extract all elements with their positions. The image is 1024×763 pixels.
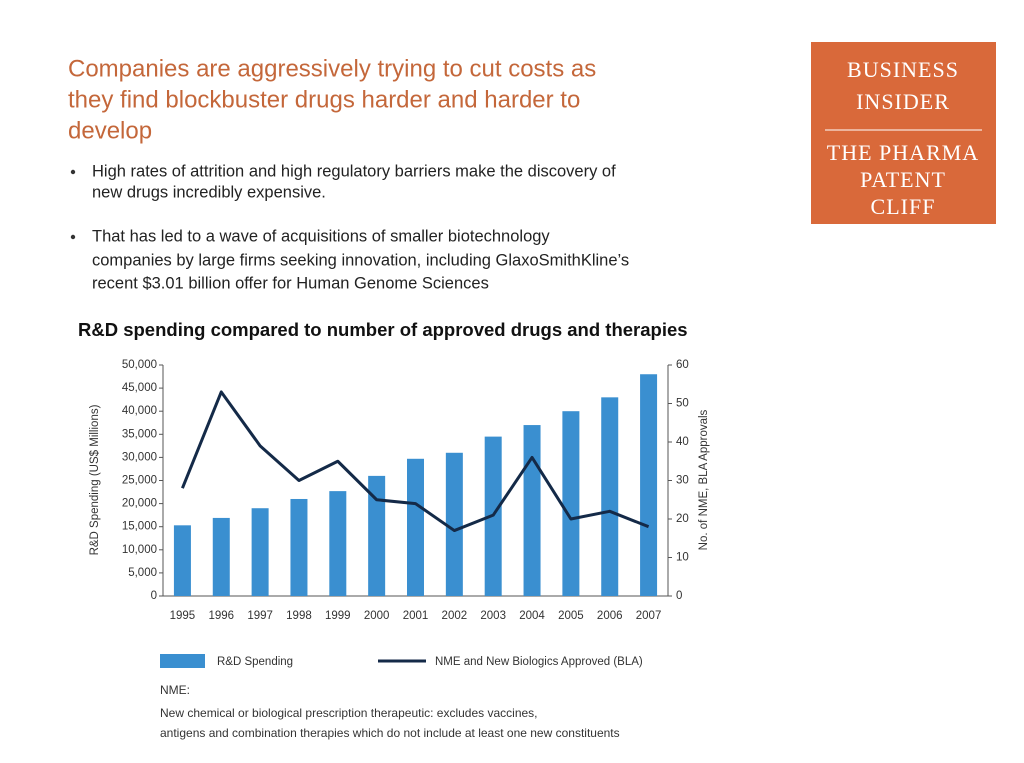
footnote: New chemical or biological prescription … — [160, 706, 538, 720]
bar — [368, 475, 386, 596]
bar — [407, 458, 424, 596]
y2-tick-label: 10 — [676, 552, 689, 564]
logo-text: PATENT — [860, 167, 946, 192]
bar — [251, 508, 269, 596]
x-tick-label: 2000 — [364, 610, 390, 622]
y2-tick-label: 30 — [676, 475, 689, 487]
bullet-text: That has led to a wave of acquisitions o… — [92, 227, 550, 245]
y2-tick-label: 0 — [676, 590, 682, 602]
y-tick-label: 35,000 — [122, 428, 157, 440]
x-tick-label: 1999 — [325, 610, 351, 622]
x-tick-label: 1997 — [247, 610, 273, 622]
x-tick-label: 1998 — [286, 610, 312, 622]
x-tick-label: 2004 — [519, 610, 545, 622]
bar — [329, 491, 347, 596]
bar — [212, 517, 230, 596]
x-tick-label: 2007 — [636, 610, 662, 622]
bar — [640, 374, 658, 596]
x-tick-label: 2001 — [403, 610, 429, 622]
line — [181, 390, 650, 533]
chart-title: R&D spending compared to number of appro… — [78, 319, 688, 340]
y2-tick-label: 40 — [676, 436, 689, 448]
bullet-text: companies by large firms seeking innovat… — [92, 251, 629, 269]
legend-label: R&D Spending — [217, 656, 293, 668]
y-tick-label: 45,000 — [122, 382, 157, 394]
footnote: NME: — [160, 683, 190, 697]
slide-title: they find blockbuster drugs harder and h… — [68, 86, 580, 113]
y-tick-label: 20,000 — [122, 498, 157, 510]
x-tick-label: 1996 — [208, 610, 234, 622]
bullet-dot — [70, 234, 76, 240]
y2-tick-label: 50 — [676, 398, 689, 410]
x-tick-label: 2002 — [442, 610, 468, 622]
logo-text: BUSINESS — [847, 57, 959, 82]
logo-text: INSIDER — [856, 89, 950, 114]
bar — [173, 525, 191, 596]
y2-axis-label: No. of NME, BLA Approvals — [698, 409, 710, 550]
y-axis-label: R&D Spending (US$ Millions) — [89, 404, 101, 555]
legend-swatch — [160, 654, 205, 668]
bar — [562, 411, 580, 596]
y2-tick-label: 20 — [676, 513, 689, 525]
x-tick-label: 2005 — [558, 610, 584, 622]
y-tick-label: 0 — [151, 590, 157, 602]
slide-title: Companies are aggressively trying to cut… — [68, 55, 596, 82]
bar — [445, 452, 463, 596]
y-tick-label: 30,000 — [122, 451, 157, 463]
bullet-dot — [70, 169, 76, 175]
y-tick-label: 50,000 — [122, 359, 157, 371]
y-tick-label: 25,000 — [122, 475, 157, 487]
bullet-text: recent $3.01 billion offer for Human Gen… — [92, 274, 489, 292]
logo-box — [811, 42, 996, 224]
bar — [523, 425, 541, 596]
bar — [290, 498, 308, 596]
y-tick-label: 40,000 — [122, 405, 157, 417]
bullet-text: new drugs incredibly expensive. — [92, 183, 326, 201]
x-tick-label: 1995 — [170, 610, 196, 622]
logo-text: THE PHARMA — [827, 140, 979, 165]
footnote: antigens and combination therapies which… — [160, 726, 620, 740]
legend-label: NME and New Biologics Approved (BLA) — [435, 656, 643, 668]
bullet-text: High rates of attrition and high regulat… — [92, 162, 616, 180]
slide-title: develop — [68, 117, 152, 144]
x-tick-label: 2003 — [480, 610, 506, 622]
logo-text: CLIFF — [871, 194, 936, 219]
y-tick-label: 10,000 — [122, 544, 157, 556]
x-tick-label: 2006 — [597, 610, 623, 622]
y-tick-label: 5,000 — [128, 567, 157, 579]
y-tick-label: 15,000 — [122, 521, 157, 533]
y2-tick-label: 60 — [676, 359, 689, 371]
bar — [601, 397, 619, 596]
